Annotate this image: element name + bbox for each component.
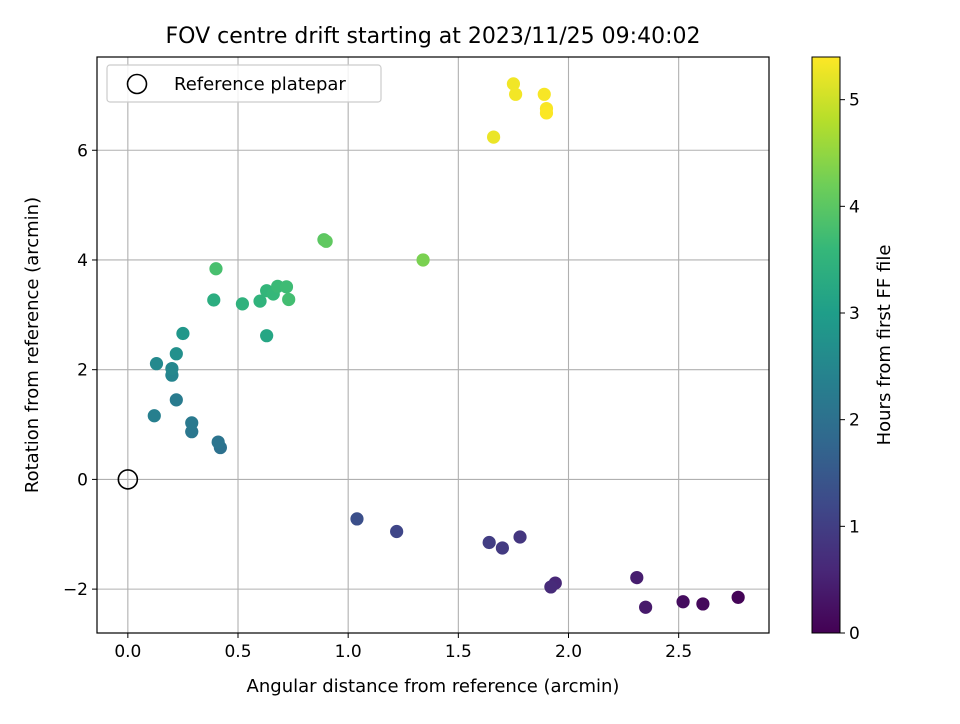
data-point [544,580,558,594]
colorbar-tick-label: 0 [849,624,860,644]
plot-frame [96,56,770,634]
legend-label-reference-platepar: Reference platepar [174,74,346,95]
x-tick-label: 2.0 [555,642,582,662]
axes: 0.0 0.5 1.0 1.5 2.0 2.5 −2 0 2 4 6 [63,56,770,662]
data-point [209,262,223,276]
colorbar-label: Hours from first FF file [874,245,895,446]
data-point [630,570,644,585]
data-point [207,293,221,307]
y-tick-label: −2 [63,580,88,600]
data-point [165,361,179,376]
colorbar-tick-label: 2 [849,411,860,431]
y-tick-label: 2 [77,361,88,381]
data-point [350,512,364,526]
colorbar-gradient [811,56,841,634]
data-point [147,409,161,423]
data-point [486,130,501,144]
x-axis-label: Angular distance from reference (arcmin) [247,676,620,697]
data-points [117,77,745,614]
data-point [169,347,183,361]
data-point [676,595,690,609]
data-point [537,87,551,101]
legend-marker-open-circle [126,73,148,95]
data-point [539,106,554,120]
y-tick-label: 4 [77,251,88,271]
data-point [416,253,430,267]
data-point [235,297,250,311]
colorbar-tick-label: 4 [849,197,860,217]
data-point [482,535,496,550]
data-point [149,357,164,371]
data-point [639,600,653,614]
y-tick-label: 0 [77,470,88,490]
x-tick-label: 0.5 [224,642,251,662]
data-point [282,292,296,307]
reference-platepar-marker [117,469,139,490]
legend-box [106,64,382,103]
data-point [319,234,333,248]
y-tick-label: 6 [77,141,88,161]
x-tick-label: 1.5 [445,642,472,662]
data-point [253,294,267,308]
data-point [279,280,294,294]
colorbar-tick-label: 3 [849,304,860,324]
data-point [495,541,510,555]
data-point [731,590,745,604]
data-point [185,416,199,430]
x-tick-label: 0.0 [114,642,141,662]
legend: Reference platepar [106,64,382,103]
x-tick-label: 1.0 [335,642,362,662]
grid-lines [97,57,769,633]
data-point [169,393,183,407]
colorbar: 0 1 2 3 4 5 [811,56,860,644]
y-axis-label: Rotation from reference (arcmin) [22,197,43,493]
data-point [696,597,710,611]
colorbar-tick-label: 5 [849,91,860,111]
data-point [390,524,404,539]
x-tick-label: 2.5 [665,642,692,662]
data-point [513,530,527,544]
chart-title: FOV centre drift starting at 2023/11/25 … [166,24,701,49]
colorbar-tick-label: 1 [849,517,860,537]
data-point [211,435,225,449]
data-point [509,87,523,101]
data-point [260,329,274,343]
data-point [176,326,190,341]
data-point [506,77,521,91]
